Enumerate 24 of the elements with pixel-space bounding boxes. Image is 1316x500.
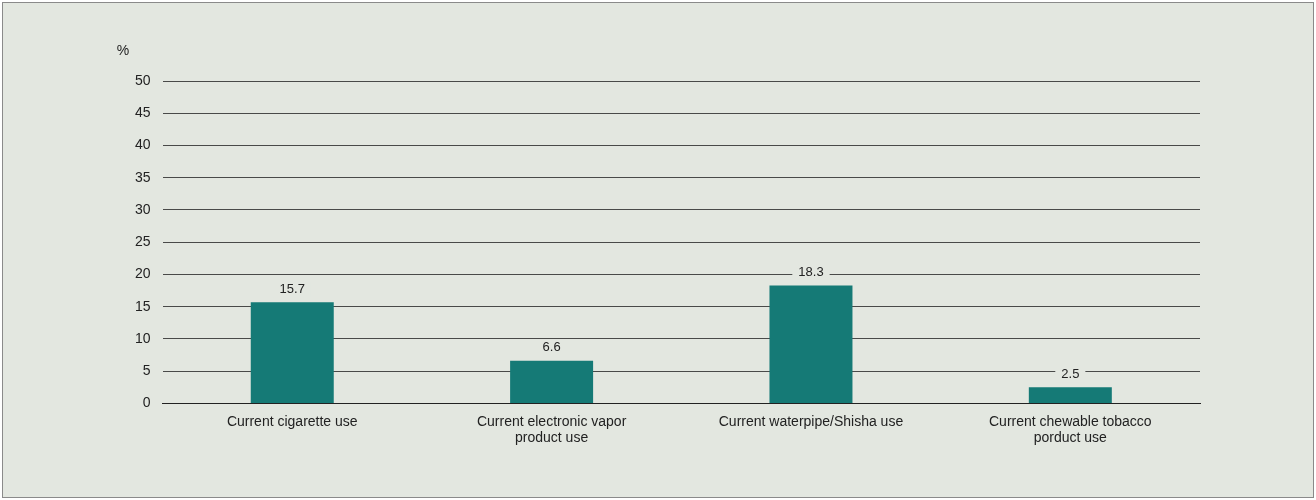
bar: [769, 285, 853, 403]
x-tick-label: Current cigarette use: [226, 412, 358, 429]
y-tick-label: 20: [134, 265, 151, 282]
y-tick-label: 40: [134, 136, 151, 153]
y-tick-label: 35: [134, 168, 151, 185]
y-tick-label: 5: [142, 362, 151, 379]
data-label: 6.6: [542, 339, 561, 355]
x-tick-label: Current electronic vapor product use: [476, 412, 627, 446]
data-label: 18.3: [798, 263, 824, 279]
y-tick-label: 25: [134, 233, 151, 250]
bar: [1028, 387, 1112, 403]
data-label: 2.5: [1061, 365, 1080, 381]
y-axis-title: %: [116, 41, 130, 58]
y-tick-label: 0: [142, 394, 151, 411]
y-tick-label: 50: [134, 71, 151, 88]
y-tick-label: 15: [134, 297, 151, 314]
data-label: 15.7: [279, 280, 305, 296]
x-tick-label: Current waterpipe/Shisha use: [718, 412, 904, 429]
bar: [250, 302, 334, 403]
y-tick-label: 45: [134, 104, 151, 121]
x-tick-label: Current chewable tobacco porduct use: [988, 412, 1152, 446]
bar: [510, 360, 594, 403]
y-tick-label: 30: [134, 200, 151, 217]
y-tick-label: 10: [134, 329, 151, 346]
